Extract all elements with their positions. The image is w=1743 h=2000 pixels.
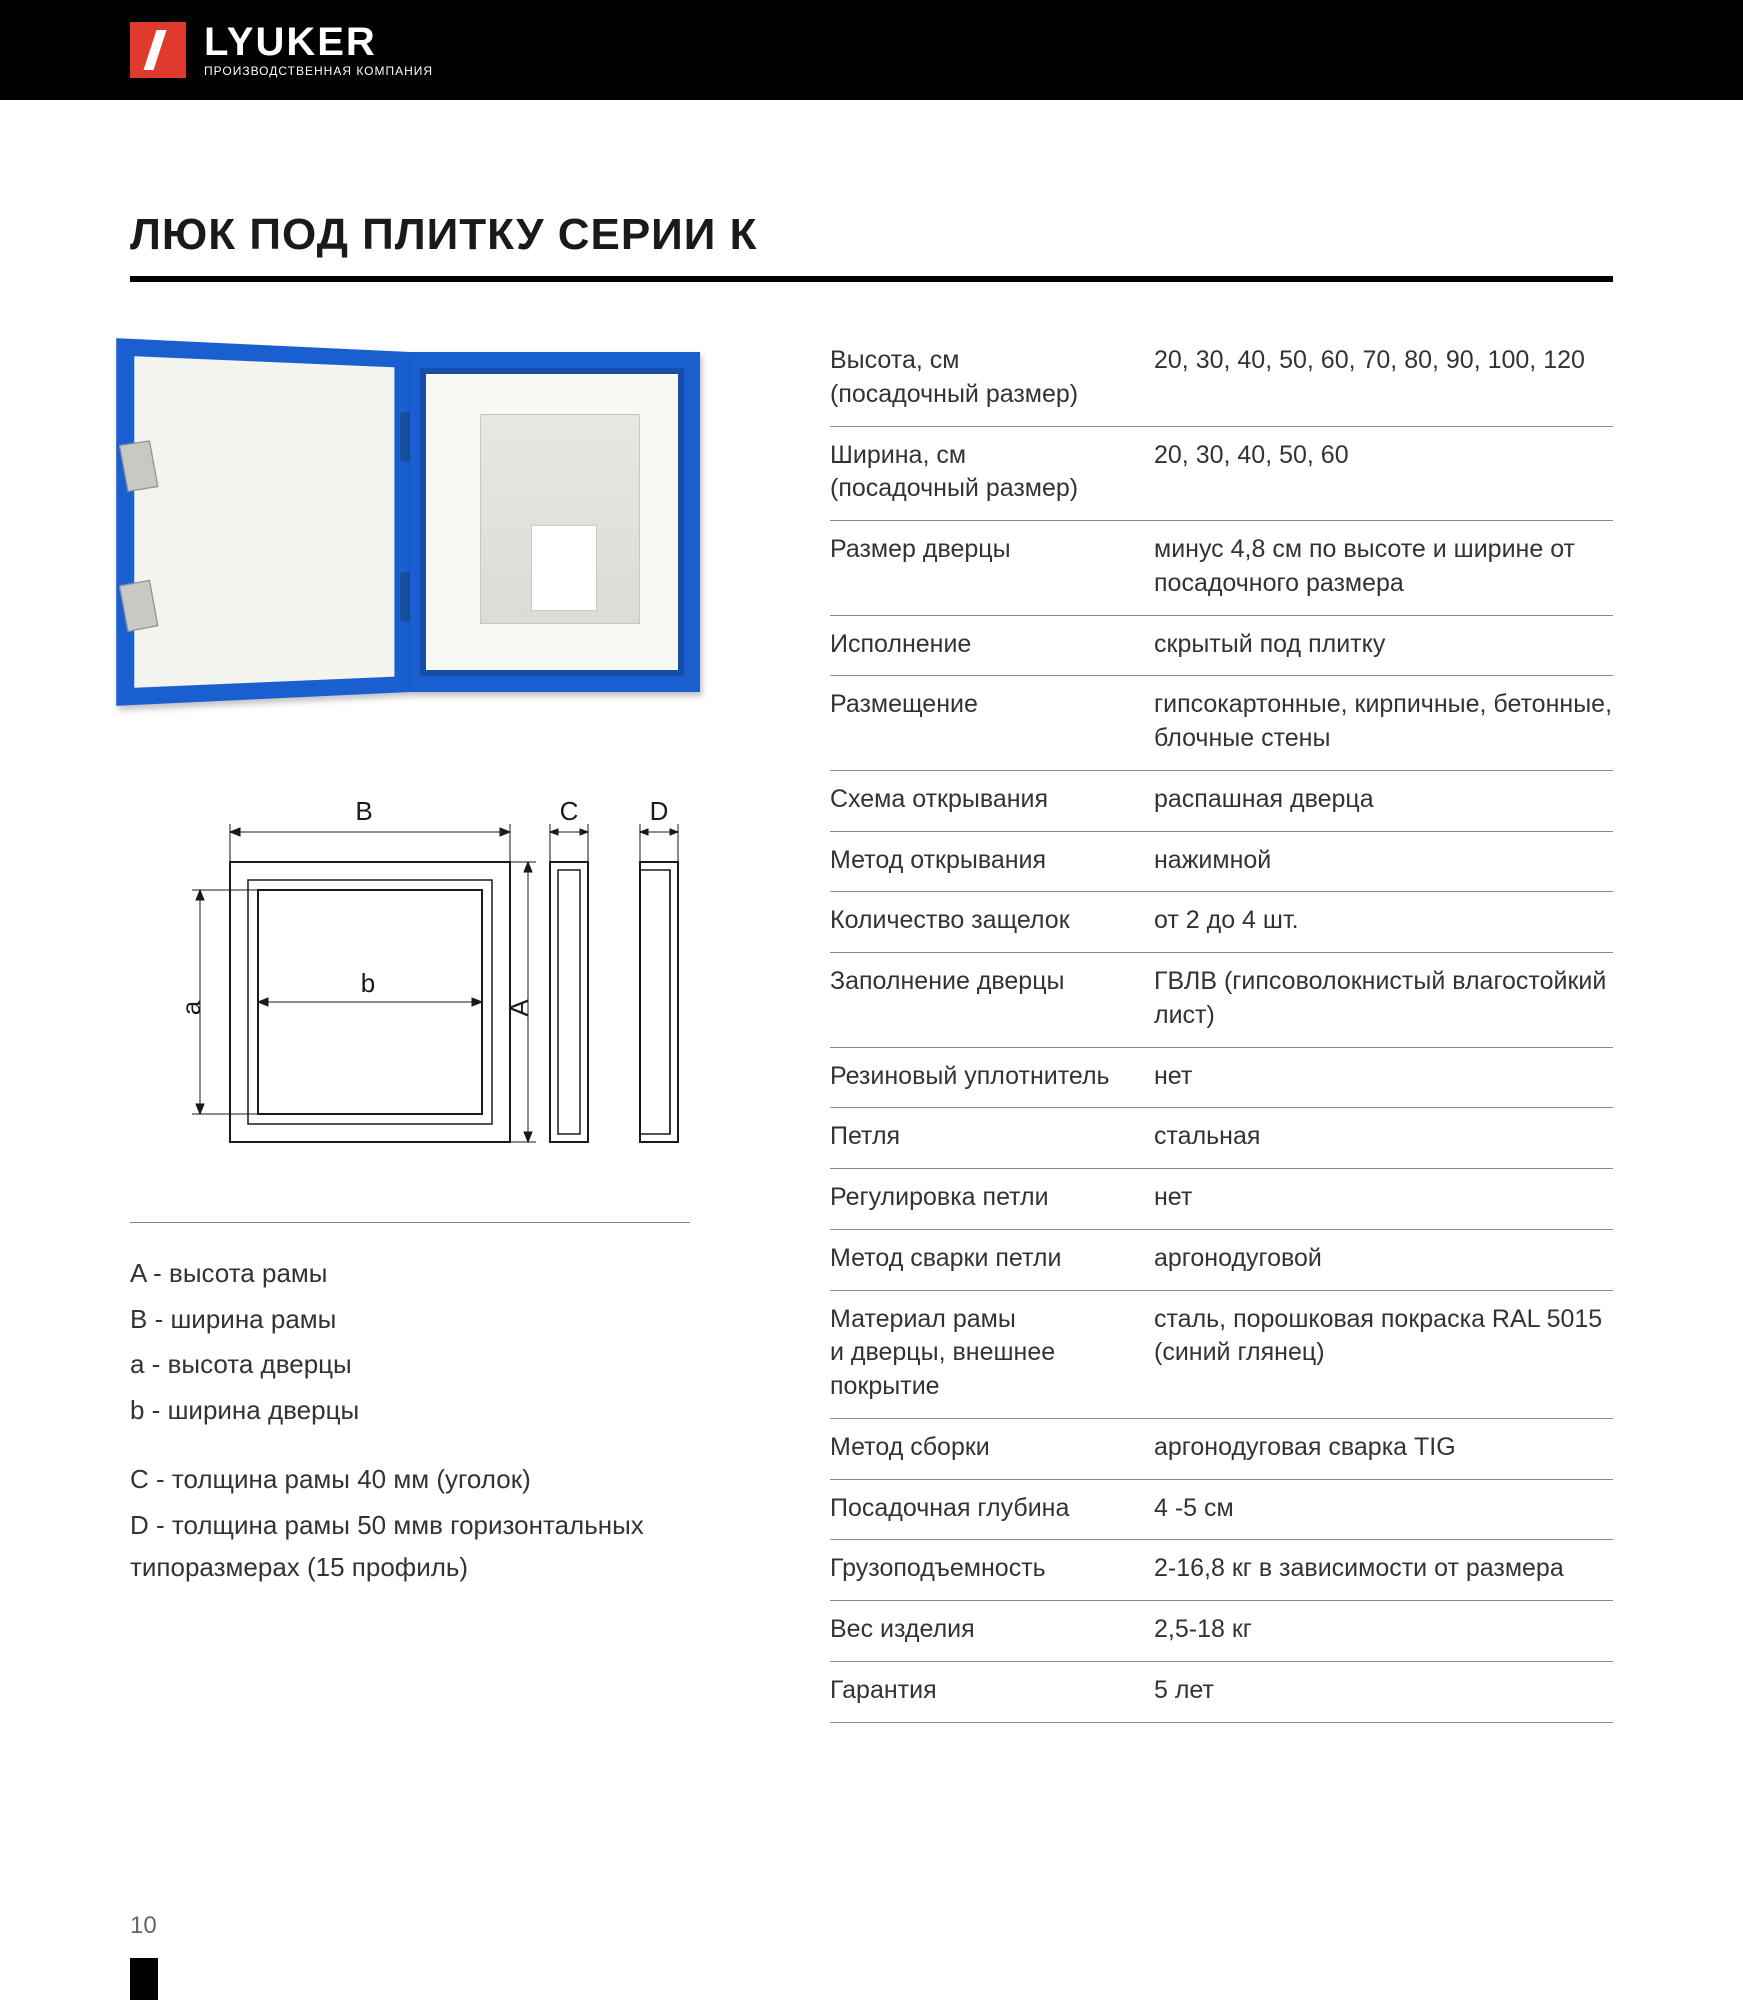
spec-row: Исполнение скрытый под плитку	[830, 616, 1613, 677]
spec-row: Петля стальная	[830, 1108, 1613, 1169]
spec-row: Грузоподъемность 2-16,8 кг в зависимости …	[830, 1540, 1613, 1601]
spec-label: Вес изделия	[830, 1613, 1130, 1647]
spec-value: распашная дверца	[1154, 783, 1613, 817]
legend-a: a - высота дверцы	[130, 1344, 710, 1386]
spec-row: Посадочная глубина 4 -5 см	[830, 1480, 1613, 1541]
spec-row: Заполнение дверцы ГВЛВ (гипсоволокнистый …	[830, 953, 1613, 1048]
spec-label: Метод открывания	[830, 844, 1130, 878]
spec-row: Регулировка петли нет	[830, 1169, 1613, 1230]
product-photo-illustration	[130, 342, 710, 722]
spec-value: аргонодуговой	[1154, 1242, 1613, 1276]
spec-row: Вес изделия 2,5-18 кг	[830, 1601, 1613, 1662]
spec-row: Размер дверцы минус 4,8 см по высоте и ши…	[830, 521, 1613, 616]
page-title: ЛЮК ПОД ПЛИТКУ СЕРИИ К	[130, 210, 1613, 260]
legend-D: D - толщина рамы 50 ммв горизонтальных т…	[130, 1505, 710, 1588]
spec-row: Схема открывания распашная дверца	[830, 771, 1613, 832]
spec-label: Размер дверцы	[830, 533, 1130, 601]
dim-label-a: a	[176, 1000, 206, 1015]
brand-subtitle: ПРОИЗВОДСТВЕННАЯ КОМПАНИЯ	[204, 64, 433, 78]
spec-value: нет	[1154, 1181, 1613, 1215]
page-corner-mark-icon	[130, 1958, 158, 2000]
spec-value: сталь, порошковая покраска RAL 5015 (син…	[1154, 1303, 1613, 1404]
spec-row: Высота, см(посадочный размер) 20, 30, 40,…	[830, 332, 1613, 427]
spec-label: Петля	[830, 1120, 1130, 1154]
spec-label: Материал рамыи дверцы, внешнее покрытие	[830, 1303, 1130, 1404]
spec-label: Схема открывания	[830, 783, 1130, 817]
brand-name: LYUKER	[204, 22, 433, 62]
spec-value: 2-16,8 кг в зависимости от размера	[1154, 1552, 1613, 1586]
spec-label: Грузоподъемность	[830, 1552, 1130, 1586]
spec-value: гипсокартонные, кирпичные, бетонные, бло…	[1154, 688, 1613, 756]
dim-label-A: A	[504, 999, 534, 1017]
spec-value: стальная	[1154, 1120, 1613, 1154]
technical-drawing: B C D A a b	[130, 782, 750, 1182]
title-rule	[130, 276, 1613, 282]
spec-label: Размещение	[830, 688, 1130, 756]
spec-value: 20, 30, 40, 50, 60	[1154, 439, 1613, 507]
legend-A: A - высота рамы	[130, 1253, 710, 1295]
spec-label: Метод сварки петли	[830, 1242, 1130, 1276]
spec-row: Резиновый уплотнитель нет	[830, 1048, 1613, 1109]
legend-B: B - ширина рамы	[130, 1299, 710, 1341]
spec-label: Гарантия	[830, 1674, 1130, 1708]
spec-value: скрытый под плитку	[1154, 628, 1613, 662]
legend-rule	[130, 1222, 690, 1223]
spec-label: Количество защелок	[830, 904, 1130, 938]
dimension-legend: A - высота рамы B - ширина рамы a - высо…	[130, 1253, 710, 1588]
dim-label-D: D	[650, 796, 669, 826]
spec-label: Высота, см(посадочный размер)	[830, 344, 1130, 412]
spec-row: Количество защелок от 2 до 4 шт.	[830, 892, 1613, 953]
spec-row: Гарантия 5 лет	[830, 1662, 1613, 1723]
spec-label: Заполнение дверцы	[830, 965, 1130, 1033]
spec-row: Материал рамыи дверцы, внешнее покрытиес…	[830, 1291, 1613, 1419]
logo-mark-icon	[130, 22, 186, 78]
legend-C: C - толщина рамы 40 мм (уголок)	[130, 1459, 710, 1501]
spec-row: Размещение гипсокартонные, кирпичные, бет…	[830, 676, 1613, 771]
spec-value: 5 лет	[1154, 1674, 1613, 1708]
spec-label: Метод сборки	[830, 1431, 1130, 1465]
spec-row: Метод сварки петли аргонодуговой	[830, 1230, 1613, 1291]
spec-row: Ширина, см(посадочный размер) 20, 30, 40,…	[830, 427, 1613, 522]
spec-value: ГВЛВ (гипсоволокнистый влагостойкий лист…	[1154, 965, 1613, 1033]
dim-label-B: B	[355, 796, 372, 826]
spec-row: Метод сборки аргонодуговая сварка TIG	[830, 1419, 1613, 1480]
spec-value: нет	[1154, 1060, 1613, 1094]
spec-value: аргонодуговая сварка TIG	[1154, 1431, 1613, 1465]
spec-label: Ширина, см(посадочный размер)	[830, 439, 1130, 507]
spec-value: 2,5-18 кг	[1154, 1613, 1613, 1647]
spec-table: Высота, см(посадочный размер) 20, 30, 40,…	[830, 332, 1613, 1723]
spec-label: Резиновый уплотнитель	[830, 1060, 1130, 1094]
page-number: 10	[130, 1912, 157, 1940]
dim-label-b: b	[361, 968, 375, 998]
spec-value: 20, 30, 40, 50, 60, 70, 80, 90, 100, 120	[1154, 344, 1613, 412]
brand-logo: LYUKER ПРОИЗВОДСТВЕННАЯ КОМПАНИЯ	[130, 22, 433, 78]
spec-value: нажимной	[1154, 844, 1613, 878]
legend-b: b - ширина дверцы	[130, 1390, 710, 1432]
spec-label: Регулировка петли	[830, 1181, 1130, 1215]
header-bar: LYUKER ПРОИЗВОДСТВЕННАЯ КОМПАНИЯ	[0, 0, 1743, 100]
spec-label: Исполнение	[830, 628, 1130, 662]
spec-label: Посадочная глубина	[830, 1492, 1130, 1526]
spec-row: Метод открывания нажимной	[830, 832, 1613, 893]
dim-label-C: C	[560, 796, 579, 826]
spec-value: минус 4,8 см по высоте и ширине от посад…	[1154, 533, 1613, 601]
spec-value: 4 -5 см	[1154, 1492, 1613, 1526]
spec-value: от 2 до 4 шт.	[1154, 904, 1613, 938]
